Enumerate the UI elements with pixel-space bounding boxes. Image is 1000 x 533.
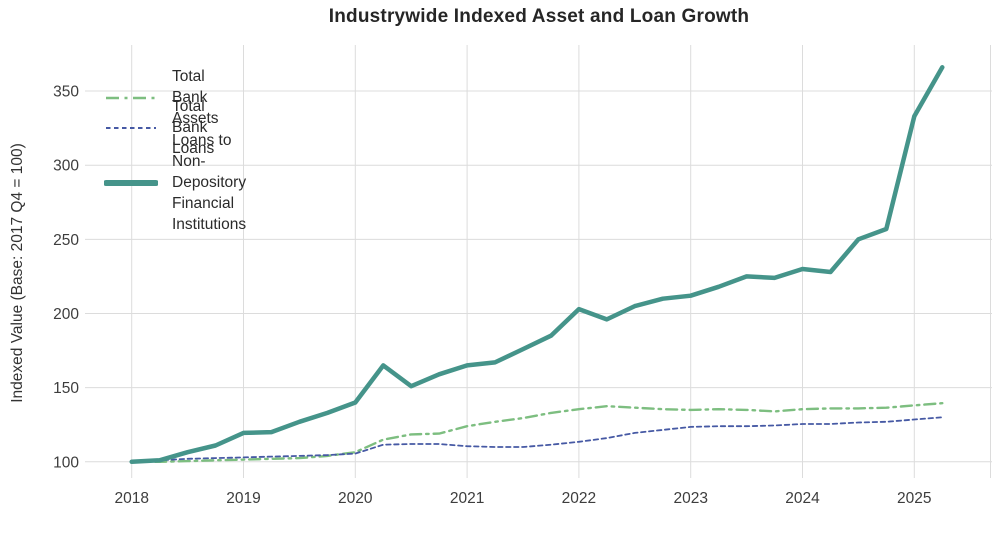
legend-item-ndfi-loans: Loans to Non-Depository Financial Instit… (104, 130, 246, 235)
x-tick-label: 2023 (673, 490, 707, 507)
ndfi-line-swatch-icon (104, 179, 158, 186)
x-tick-label: 2022 (562, 490, 596, 507)
y-tick-label: 100 (53, 454, 79, 471)
x-tick-label: 2018 (114, 490, 148, 507)
series-line-assets (130, 402, 944, 463)
x-tick-label: 2021 (450, 490, 484, 507)
gridlines (85, 45, 992, 478)
loans-line-swatch-icon (106, 126, 156, 129)
y-tick-label: 200 (53, 306, 79, 323)
x-tick-label: 2025 (897, 490, 931, 507)
y-tick-label: 350 (53, 84, 79, 101)
y-tick-label: 150 (53, 380, 79, 397)
legend-item-total-bank-loans: Total Bank Loans (104, 96, 214, 159)
assets-line-swatch-icon (106, 96, 156, 99)
legend-label: Total Bank Assets (172, 68, 219, 127)
series-line-ndfi (129, 65, 945, 465)
legend-item-total-bank-assets: Total Bank Assets (104, 66, 219, 129)
y-tick-label: 300 (53, 158, 79, 175)
x-tick-label: 2024 (785, 490, 820, 507)
legend-label: Total Bank Loans (172, 98, 215, 157)
y-tick-label: 250 (53, 232, 79, 249)
y-tick-labels: 100 150 200 250 300 350 (53, 84, 79, 472)
x-tick-label: 2020 (338, 490, 373, 507)
series-line-loans (130, 416, 944, 463)
chart-title: Industrywide Indexed Asset and Loan Grow… (328, 6, 750, 27)
x-tick-label: 2019 (226, 490, 260, 507)
data-series (129, 65, 945, 465)
legend-label: Loans to Non-Depository Financial Instit… (172, 132, 247, 233)
x-tick-labels: 2018 2019 2020 2021 2022 2023 2024 2025 (114, 490, 931, 507)
